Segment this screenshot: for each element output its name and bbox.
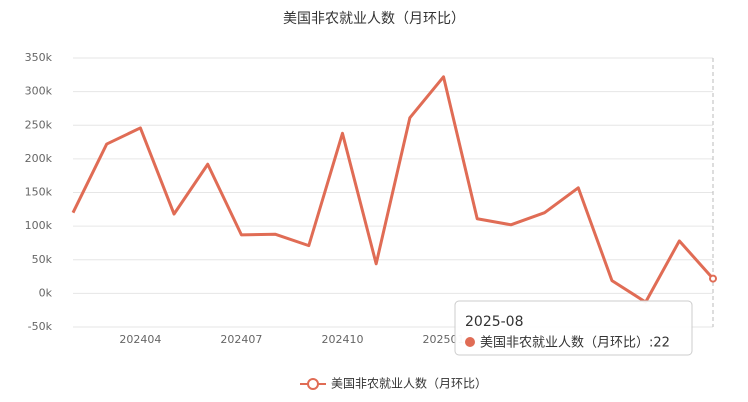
x-tick-label: 202404 <box>119 333 161 346</box>
y-tick-label: -50k <box>28 320 53 333</box>
tooltip-marker <box>465 337 475 347</box>
y-tick-label: 100k <box>25 219 53 232</box>
legend-label: 美国非农就业人数（月环比） <box>331 376 487 391</box>
x-tick-label: 202501 <box>423 333 465 346</box>
chart-title: 美国非农就业人数（月环比） <box>283 11 465 27</box>
y-tick-label: 350k <box>25 51 53 64</box>
tooltip-box <box>454 300 693 356</box>
y-tick-label: 50k <box>32 253 53 266</box>
y-tick-label: 250k <box>25 118 53 131</box>
y-tick-label: 300k <box>25 85 53 98</box>
y-tick-label: 200k <box>25 152 53 165</box>
tooltip-text: 美国非农就业人数（月环比）:22 <box>480 336 670 351</box>
series-line <box>71 75 715 304</box>
tooltip-title: 2025-08 <box>465 314 524 330</box>
x-tick-label: 202407 <box>220 333 262 346</box>
tooltip: 2025-08 美国非农就业人数（月环比）:22 <box>454 300 693 356</box>
legend-marker <box>307 378 319 390</box>
y-tick-label: 150k <box>25 186 53 199</box>
x-tick-label: 202410 <box>321 333 363 346</box>
highlight-point <box>709 274 717 283</box>
y-tick-label: 0k <box>39 286 53 299</box>
